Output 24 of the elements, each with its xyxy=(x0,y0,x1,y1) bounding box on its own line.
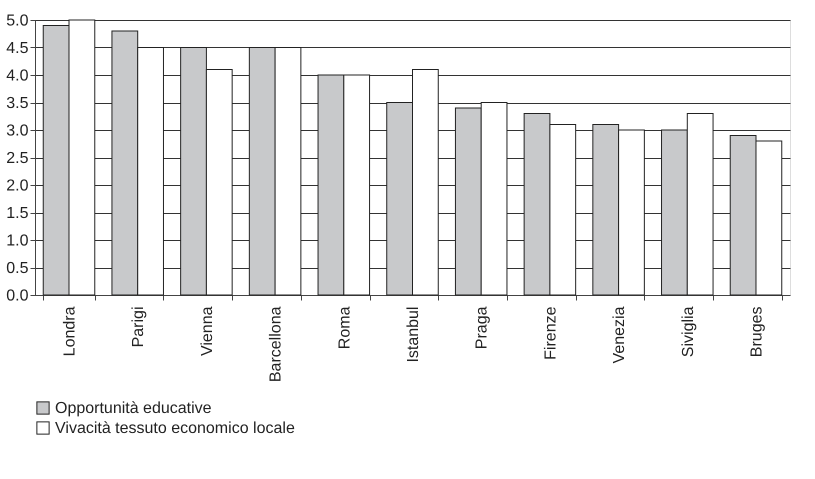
x-tick-label: Istanbul xyxy=(405,306,422,363)
x-tick-label: Siviglia xyxy=(680,306,697,358)
legend-label: Opportunità educative xyxy=(55,400,212,417)
x-tick-label: Vienna xyxy=(198,306,216,356)
x-tick-label: Parigi xyxy=(130,306,148,348)
x-tick-label: Firenze xyxy=(542,306,560,360)
y-tick-label: 2.5 xyxy=(6,150,29,167)
x-tick-label: Praga xyxy=(474,306,491,350)
x-tick-label: Londra xyxy=(62,306,79,356)
y-tick-label: 0.0 xyxy=(6,288,29,304)
y-tick-label: 4.0 xyxy=(6,68,29,84)
x-tick-label: Barcellona xyxy=(268,306,285,382)
y-tick-label: 1.5 xyxy=(6,205,29,222)
y-tick-label: 5.0 xyxy=(6,12,29,30)
y-tick-label: 4.5 xyxy=(6,40,29,57)
y-tick-label: 2.0 xyxy=(6,178,29,194)
x-tick-label: Bruges xyxy=(748,306,766,358)
y-tick-label: 3.0 xyxy=(6,122,29,140)
x-tick-label: Venezia xyxy=(611,306,628,364)
x-tick-label: Roma xyxy=(336,306,354,350)
y-tick-label: 0.5 xyxy=(6,260,29,277)
y-tick-label: 3.5 xyxy=(6,95,29,112)
legend-label: Vivacità tessuto economico locale xyxy=(55,420,295,437)
y-tick-label: 1.0 xyxy=(6,232,29,250)
